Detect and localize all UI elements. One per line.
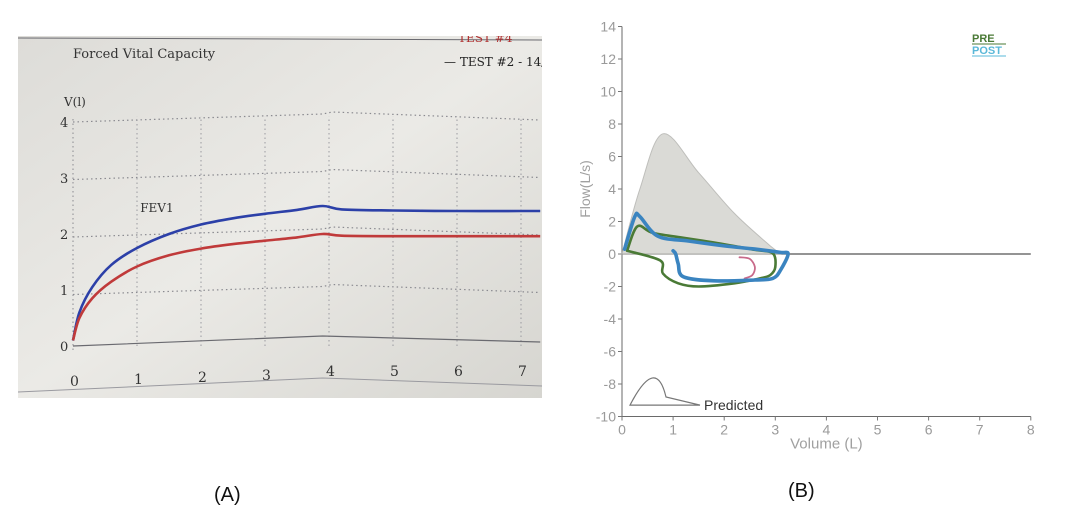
y-tick-label: 2 — [608, 214, 616, 230]
x-tick-label: 6 — [925, 422, 933, 438]
series-test-2 — [71, 204, 541, 341]
y-tick-label: -2 — [604, 279, 617, 295]
series-other — [738, 256, 756, 280]
x-tick-label: 2 — [720, 422, 728, 438]
y-tick-label: 3 — [60, 172, 68, 187]
paper-rule-bottom — [17, 377, 543, 393]
legend-post: POST — [972, 45, 1002, 57]
fvc-volume-time-chart: Forced Vital Capacity TEST #4 — TEST #2 … — [17, 31, 553, 398]
y-axis-label: Flow(L/s) — [577, 160, 593, 218]
x-tick-label: 4 — [326, 364, 335, 380]
y-tick-label: 6 — [608, 149, 616, 165]
y-tick-label: 10 — [600, 84, 616, 100]
x-tick-label: 0 — [618, 422, 626, 438]
y-tick-label: 4 — [60, 116, 68, 131]
series-post — [622, 211, 790, 283]
y-tick-label: -8 — [604, 376, 617, 392]
x-tick-label: 7 — [976, 422, 984, 438]
y-tick-label: 8 — [608, 116, 616, 132]
x-axis-line — [72, 335, 541, 347]
paper-rule-top — [17, 37, 543, 41]
y-tick-label: 14 — [600, 22, 616, 35]
y-tick-label: 0 — [60, 340, 68, 355]
legend-test-2: — TEST #2 - 14/0 — [444, 55, 542, 69]
x-tick-label: 5 — [874, 422, 882, 438]
chart-a-title: Forced Vital Capacity — [73, 47, 216, 62]
y-tick-label: -4 — [604, 311, 617, 327]
x-tick-label: 0 — [70, 374, 79, 390]
series-test-4 — [71, 232, 541, 341]
y-tick-label: 4 — [608, 181, 616, 197]
panel-b-chart: -10 -8 -6 -4 -2 0 2 4 6 8 10 12 14 0 1 2 3 4 5 6 7 8 PRE POST … — [566, 19, 1044, 466]
x-tick-label: 6 — [454, 364, 463, 380]
fev1-annotation: FEV1 — [140, 201, 173, 215]
panel-a-chart: Forced Vital Capacity TEST #4 — TEST #2 … — [17, 31, 553, 398]
x-tick-label: 1 — [134, 372, 143, 388]
x-tick-label: 3 — [771, 422, 779, 438]
caption-a: (A) — [214, 484, 241, 506]
legend-pre: PRE — [972, 33, 995, 45]
axes — [17, 116, 543, 393]
paper-background — [18, 36, 542, 398]
x-tick-label: 4 — [823, 422, 831, 438]
predicted-envelope — [621, 133, 782, 255]
y-tick-label: 0 — [608, 246, 616, 262]
predicted-legend-label: Predicted — [704, 397, 763, 413]
predicted-legend-shape — [629, 377, 701, 406]
x-axis-label: Volume (L) — [790, 436, 863, 453]
x-tick-label: 1 — [669, 422, 677, 438]
predicted-legend: Predicted — [629, 377, 763, 413]
y-tick-label: -6 — [604, 344, 617, 360]
series-lines — [621, 133, 790, 288]
series-lines — [71, 204, 541, 341]
y-tick-label: -10 — [596, 409, 616, 425]
x-tick-label: 3 — [262, 368, 271, 384]
x-tick-label: 8 — [1027, 422, 1035, 438]
tick-labels: 0 1 2 3 4 5 6 7 0 1 2 3 4 — [60, 116, 527, 390]
caption-b: (B) — [788, 480, 815, 502]
y-tick-label: 1 — [60, 284, 68, 299]
y-tick-label: 12 — [600, 51, 616, 67]
series-pre — [625, 224, 777, 288]
y-tick-label: 2 — [60, 228, 68, 243]
y-axis-label: V(l) — [63, 95, 86, 109]
legend-test-4: TEST #4 — [458, 36, 513, 45]
x-tick-label: 2 — [198, 370, 207, 386]
x-tick-label: 5 — [390, 364, 399, 380]
x-tick-label: 7 — [518, 364, 527, 380]
